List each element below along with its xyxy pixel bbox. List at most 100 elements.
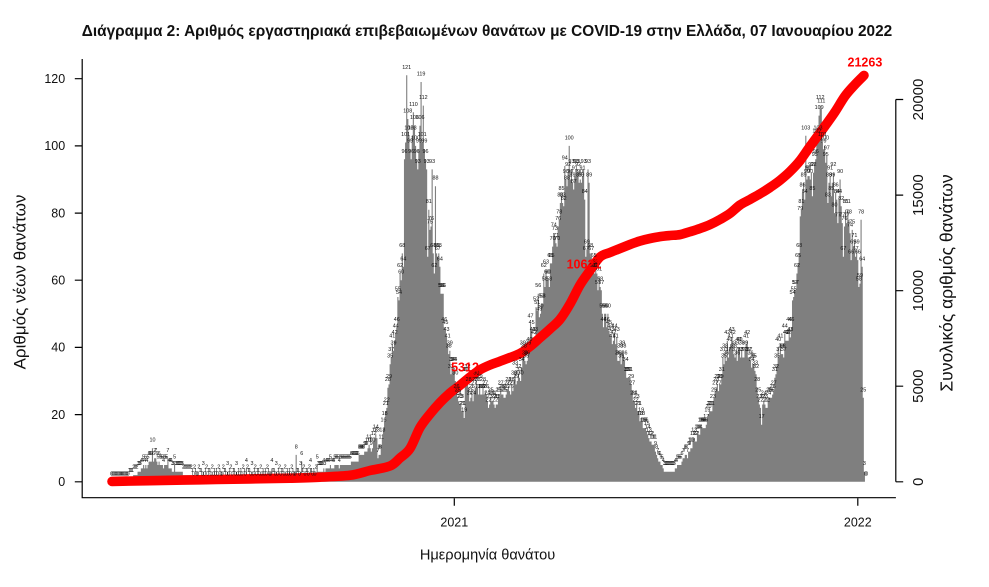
svg-text:46: 46 [441, 317, 447, 323]
svg-text:25: 25 [496, 387, 502, 393]
svg-text:0: 0 [910, 478, 927, 486]
svg-text:22: 22 [384, 397, 390, 403]
svg-text:6: 6 [352, 451, 355, 457]
svg-text:36: 36 [616, 350, 622, 356]
svg-text:24: 24 [484, 391, 490, 397]
svg-text:99: 99 [421, 139, 427, 145]
svg-text:0: 0 [287, 471, 290, 477]
svg-text:112: 112 [816, 95, 825, 101]
svg-text:74: 74 [551, 223, 557, 229]
svg-text:31: 31 [517, 367, 523, 373]
svg-text:0: 0 [210, 471, 213, 477]
svg-text:41: 41 [613, 334, 619, 340]
svg-text:62: 62 [594, 263, 600, 269]
svg-text:99: 99 [407, 139, 413, 145]
svg-text:14: 14 [696, 424, 702, 430]
svg-text:41: 41 [445, 334, 451, 340]
svg-text:4: 4 [245, 458, 248, 464]
svg-text:12: 12 [648, 431, 654, 437]
svg-text:1: 1 [301, 468, 304, 474]
svg-text:93: 93 [581, 159, 587, 165]
svg-text:78: 78 [846, 209, 852, 215]
svg-text:0: 0 [289, 471, 292, 477]
svg-text:78: 78 [556, 209, 562, 215]
svg-text:1: 1 [305, 468, 308, 474]
svg-text:9: 9 [687, 441, 690, 447]
svg-text:35: 35 [750, 354, 756, 360]
svg-text:24: 24 [632, 391, 638, 397]
svg-text:0: 0 [294, 471, 297, 477]
svg-text:0: 0 [263, 471, 266, 477]
svg-text:22: 22 [633, 397, 639, 403]
svg-text:27: 27 [510, 381, 516, 387]
svg-text:25: 25 [766, 387, 772, 393]
svg-text:26: 26 [770, 384, 776, 390]
svg-text:27: 27 [771, 381, 777, 387]
svg-text:0: 0 [865, 471, 868, 477]
svg-text:67: 67 [435, 246, 441, 252]
svg-text:4: 4 [675, 458, 678, 464]
svg-text:2: 2 [185, 465, 188, 471]
svg-text:20000: 20000 [910, 79, 927, 121]
svg-text:58: 58 [856, 277, 862, 283]
svg-text:21: 21 [459, 401, 465, 407]
svg-text:16: 16 [699, 418, 705, 424]
svg-text:7: 7 [154, 448, 157, 454]
svg-text:64: 64 [400, 256, 406, 262]
svg-text:59: 59 [857, 273, 863, 279]
svg-text:2: 2 [132, 465, 135, 471]
svg-text:63: 63 [543, 260, 549, 266]
svg-text:81: 81 [426, 199, 432, 205]
svg-text:0: 0 [58, 475, 65, 489]
svg-text:91: 91 [827, 166, 833, 172]
svg-text:30: 30 [473, 371, 479, 377]
svg-text:40: 40 [775, 337, 781, 343]
svg-text:16: 16 [700, 418, 706, 424]
svg-text:28: 28 [713, 377, 719, 383]
svg-text:1: 1 [207, 468, 210, 474]
svg-text:103: 103 [814, 125, 823, 131]
svg-text:5: 5 [157, 455, 160, 461]
svg-text:39: 39 [733, 340, 739, 346]
svg-text:4: 4 [140, 458, 143, 464]
svg-text:3: 3 [139, 461, 142, 467]
svg-text:43: 43 [608, 327, 614, 333]
svg-text:34: 34 [519, 357, 525, 363]
svg-text:Συνολικός αριθμός θανάτων: Συνολικός αριθμός θανάτων [937, 174, 957, 392]
svg-text:0: 0 [279, 471, 282, 477]
svg-text:53: 53 [539, 293, 545, 299]
svg-text:68: 68 [434, 243, 440, 249]
svg-text:21263: 21263 [848, 55, 883, 69]
svg-text:5: 5 [144, 455, 147, 461]
svg-text:27: 27 [712, 381, 718, 387]
svg-text:28: 28 [505, 377, 511, 383]
svg-text:32: 32 [773, 364, 779, 370]
svg-text:25: 25 [769, 387, 775, 393]
svg-text:2: 2 [254, 465, 257, 471]
svg-text:26: 26 [503, 384, 509, 390]
svg-text:9: 9 [654, 441, 657, 447]
svg-text:10: 10 [688, 438, 694, 444]
svg-text:10: 10 [370, 438, 376, 444]
svg-text:89: 89 [801, 172, 807, 178]
svg-text:8: 8 [360, 444, 363, 450]
svg-text:5: 5 [142, 455, 145, 461]
svg-text:0: 0 [124, 471, 127, 477]
svg-text:2: 2 [259, 465, 262, 471]
svg-text:2: 2 [205, 465, 208, 471]
svg-text:43: 43 [787, 327, 793, 333]
svg-text:3: 3 [138, 461, 141, 467]
svg-text:103: 103 [801, 125, 810, 131]
svg-text:2: 2 [229, 465, 232, 471]
svg-text:5: 5 [147, 455, 150, 461]
svg-text:57: 57 [598, 280, 604, 286]
svg-text:82: 82 [561, 196, 567, 202]
svg-text:15000: 15000 [910, 174, 927, 216]
svg-text:5: 5 [164, 455, 167, 461]
svg-text:25: 25 [711, 387, 717, 393]
svg-text:28: 28 [754, 377, 760, 383]
svg-text:37: 37 [746, 347, 752, 353]
svg-text:46: 46 [788, 317, 794, 323]
svg-text:32: 32 [515, 364, 521, 370]
svg-text:4: 4 [145, 458, 148, 464]
